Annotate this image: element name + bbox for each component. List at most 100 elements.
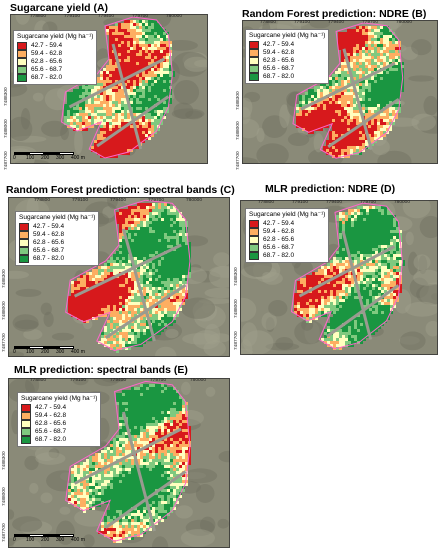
yield-cell	[103, 149, 106, 152]
yield-cell	[315, 278, 318, 281]
yield-cell	[321, 299, 324, 302]
yield-cell	[110, 317, 113, 320]
terrain-patch	[23, 329, 43, 340]
yield-cell	[122, 248, 125, 251]
yield-cell	[327, 308, 330, 311]
yield-cell	[335, 104, 338, 107]
yield-cell	[372, 281, 375, 284]
yield-cell	[73, 122, 76, 125]
yield-cell	[136, 26, 139, 29]
yield-cell	[91, 92, 94, 95]
yield-cell	[353, 38, 356, 41]
yield-cell	[341, 50, 344, 53]
yield-cell	[143, 248, 146, 251]
yield-cell	[345, 281, 348, 284]
yield-cell	[128, 218, 131, 221]
yield-cell	[152, 299, 155, 302]
yield-cell	[369, 245, 372, 248]
yield-cell	[371, 59, 374, 62]
yield-cell	[77, 317, 80, 320]
yield-cell	[368, 104, 371, 107]
yield-cell	[351, 242, 354, 245]
yield-cell	[143, 332, 146, 335]
yield-cell	[140, 305, 143, 308]
yield-cell	[83, 317, 86, 320]
yield-cell	[344, 110, 347, 113]
yield-cell	[321, 308, 324, 311]
yield-cell	[378, 233, 381, 236]
yield-cell	[329, 86, 332, 89]
yield-cell	[137, 341, 140, 344]
yield-cell	[106, 26, 109, 29]
yield-cell	[374, 32, 377, 35]
yield-cell	[139, 38, 142, 41]
yield-cell	[357, 257, 360, 260]
yield-cell	[134, 329, 137, 332]
yield-cell	[368, 32, 371, 35]
yield-cell	[308, 95, 311, 98]
yield-cell	[106, 68, 109, 71]
yield-cell	[116, 317, 119, 320]
yield-cell	[158, 266, 161, 269]
yield-cell	[95, 290, 98, 293]
yield-cell	[145, 35, 148, 38]
yield-cell	[110, 266, 113, 269]
yield-cell	[151, 128, 154, 131]
yield-cell	[110, 311, 113, 314]
yield-cell	[339, 233, 342, 236]
yield-cell	[151, 80, 154, 83]
yield-cell	[353, 29, 356, 32]
terrain-patch	[418, 255, 428, 275]
yield-cell	[146, 275, 149, 278]
yield-cell	[336, 251, 339, 254]
yield-cell	[336, 296, 339, 299]
yield-cell	[130, 86, 133, 89]
yield-cell	[134, 311, 137, 314]
yield-cell	[145, 47, 148, 50]
yield-cell	[377, 56, 380, 59]
yield-cell	[137, 296, 140, 299]
yield-cell	[359, 62, 362, 65]
yield-cell	[332, 89, 335, 92]
yield-cell	[124, 110, 127, 113]
yield-cell	[121, 143, 124, 146]
yield-cell	[182, 233, 185, 236]
yield-cell	[368, 77, 371, 80]
yield-cell	[166, 104, 169, 107]
yield-cell	[347, 110, 350, 113]
yield-cell	[357, 284, 360, 287]
yield-cell	[360, 233, 363, 236]
yield-cell	[357, 224, 360, 227]
yield-cell	[112, 62, 115, 65]
panel-title-b: Random Forest prediction: NDRE (B)	[242, 8, 427, 20]
yield-cell	[134, 281, 137, 284]
yield-cell	[375, 275, 378, 278]
yield-cell	[369, 284, 372, 287]
yield-cell	[351, 323, 354, 326]
yield-cell	[324, 341, 327, 344]
yield-cell	[347, 107, 350, 110]
yield-cell	[387, 302, 390, 305]
yield-cell	[83, 308, 86, 311]
yield-cell	[107, 344, 110, 347]
yield-cell	[335, 128, 338, 131]
yield-cell	[161, 287, 164, 290]
yield-cell	[377, 83, 380, 86]
yield-cell	[327, 275, 330, 278]
yield-cell	[169, 71, 172, 74]
yield-cell	[309, 293, 312, 296]
yield-cell	[125, 332, 128, 335]
yield-cell	[353, 104, 356, 107]
yield-cell	[329, 89, 332, 92]
yield-cell	[342, 332, 345, 335]
yield-cell	[323, 98, 326, 101]
legend-item: 62.8 - 65.6	[17, 58, 93, 66]
yield-cell	[136, 101, 139, 104]
yield-cell	[137, 338, 140, 341]
yield-cell	[157, 35, 160, 38]
yield-cell	[386, 128, 389, 131]
yield-cell	[155, 242, 158, 245]
yield-cell	[351, 338, 354, 341]
yield-cell	[143, 338, 146, 341]
yield-cell	[378, 278, 381, 281]
